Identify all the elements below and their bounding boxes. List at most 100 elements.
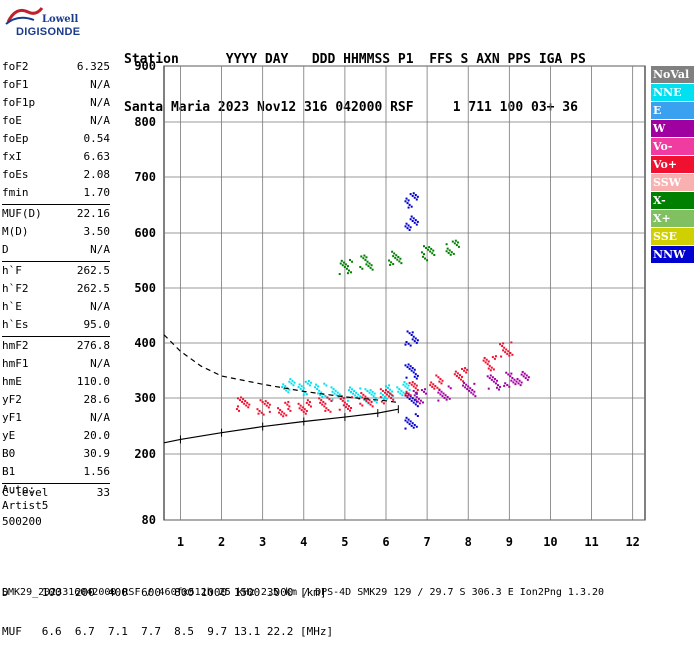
echo-point xyxy=(425,246,428,249)
echo-point xyxy=(370,400,373,403)
echo-point xyxy=(494,355,497,358)
echo-point xyxy=(492,368,495,371)
echo-point xyxy=(308,401,311,404)
echo-point xyxy=(350,406,353,409)
echo-point xyxy=(514,383,517,386)
echo-point xyxy=(519,384,522,387)
echo-point xyxy=(470,391,473,394)
echo-point xyxy=(463,369,466,372)
echo-point xyxy=(384,389,387,392)
echo-point xyxy=(437,376,440,379)
echo-point xyxy=(487,387,490,390)
echo-point xyxy=(279,408,282,411)
echo-point xyxy=(288,388,291,391)
x-tick-label: 5 xyxy=(341,535,348,549)
x-tick-label: 6 xyxy=(382,535,389,549)
echo-point xyxy=(264,400,267,403)
echo-point xyxy=(410,215,413,218)
echo-point xyxy=(369,266,372,269)
echo-point xyxy=(392,398,395,401)
echo-point xyxy=(326,396,329,399)
echo-point xyxy=(238,409,240,412)
echo-point xyxy=(371,268,374,271)
echo-point xyxy=(415,198,418,201)
echo-point xyxy=(493,357,496,360)
echo-point xyxy=(497,384,499,387)
echo-point xyxy=(285,414,288,417)
echo-point xyxy=(265,404,268,407)
echo-point xyxy=(433,254,436,257)
echo-point xyxy=(346,399,349,402)
legend-item: X+ xyxy=(651,210,694,227)
param-value: 0.54 xyxy=(83,132,111,145)
echo-point xyxy=(415,341,418,344)
echo-point xyxy=(320,391,323,394)
echo-point xyxy=(486,375,489,378)
echo-point xyxy=(413,382,416,385)
echo-point xyxy=(362,257,365,260)
file-info-footer: SMK29_2023316042000.RSF / 460fx512h 25 k… xyxy=(2,587,605,598)
echo-point xyxy=(366,389,369,392)
echo-point xyxy=(453,242,456,245)
echo-point xyxy=(425,392,428,395)
echo-point xyxy=(243,402,246,405)
echo-point xyxy=(339,262,342,265)
echo-point xyxy=(473,390,476,393)
echo-point xyxy=(455,375,458,378)
echo-point xyxy=(305,401,308,404)
echo-point xyxy=(410,399,413,402)
param-row: h`Es 95.0 xyxy=(2,316,110,334)
echo-point xyxy=(406,395,409,398)
echo-point xyxy=(364,395,367,398)
y-tick-label: 500 xyxy=(134,281,156,295)
echo-point xyxy=(321,395,324,398)
param-row: foF2 6.325 xyxy=(2,58,110,76)
echo-point xyxy=(411,331,414,334)
echo-point xyxy=(402,383,405,386)
echo-point xyxy=(345,403,348,406)
param-row: hmF1 N/A xyxy=(2,355,110,373)
legend-item: Vo- xyxy=(651,138,694,155)
echo-point xyxy=(415,391,418,394)
echo-point xyxy=(455,244,458,247)
echo-point xyxy=(370,393,373,396)
echo-point xyxy=(415,425,418,428)
echo-point xyxy=(443,396,446,399)
echo-point xyxy=(392,263,395,266)
echo-point xyxy=(319,394,322,397)
echo-point xyxy=(466,388,469,391)
plot-frame xyxy=(163,65,646,521)
echo-point xyxy=(405,391,408,394)
echo-point xyxy=(301,406,304,409)
echo-point xyxy=(321,403,324,406)
echo-point xyxy=(437,391,440,394)
echo-point xyxy=(508,385,511,388)
echo-point xyxy=(413,423,416,426)
echo-point xyxy=(396,386,399,389)
echo-point xyxy=(490,378,493,381)
echo-point xyxy=(411,422,414,425)
echo-point xyxy=(388,259,391,262)
echo-point xyxy=(445,243,448,246)
echo-point xyxy=(400,389,403,392)
echo-point xyxy=(365,263,368,266)
echo-point xyxy=(408,381,411,384)
param-name: foF2 xyxy=(2,60,29,73)
muf-row: MUF 6.6 6.7 7.1 7.7 8.5 9.7 13.1 22.2 [M… xyxy=(2,625,334,638)
echo-point xyxy=(338,408,341,411)
param-value: N/A xyxy=(90,411,110,424)
echo-point xyxy=(416,339,419,342)
echo-point xyxy=(408,367,411,370)
echo-point xyxy=(408,398,411,400)
echo-point xyxy=(406,396,409,399)
echo-point xyxy=(366,397,369,400)
x-tick-label: 1 xyxy=(177,535,184,549)
y-tick-label: 200 xyxy=(134,447,156,461)
echo-point xyxy=(235,408,238,411)
echo-point xyxy=(523,372,526,375)
echo-point xyxy=(258,409,261,412)
echo-point xyxy=(498,388,501,391)
echo-point xyxy=(260,411,263,414)
legend-item: W xyxy=(651,120,694,137)
param-value: 22.16 xyxy=(76,207,110,220)
